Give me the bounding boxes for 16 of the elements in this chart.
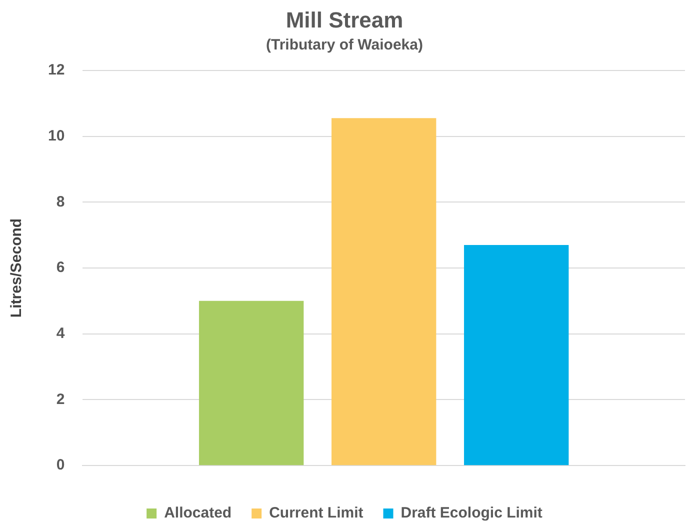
legend-label: Draft Ecologic Limit — [400, 504, 542, 522]
legend-label: Allocated — [164, 504, 232, 522]
bar — [198, 300, 304, 466]
y-tick-label: 10 — [48, 127, 65, 144]
y-tick-label: 4 — [56, 325, 66, 342]
chart-subtitle: (Tributary of Waioeka) — [266, 36, 423, 54]
bar — [332, 118, 436, 466]
legend-label: Current Limit — [269, 504, 364, 522]
y-tick-label: 8 — [56, 193, 65, 210]
y-tick-label: 2 — [56, 390, 65, 408]
y-tick-label: 0 — [56, 456, 65, 474]
y-tick-label: 6 — [56, 259, 65, 276]
y-tick-label: 12 — [48, 62, 65, 79]
chart-title: Mill Stream — [286, 7, 404, 32]
bar — [464, 244, 569, 466]
y-axis-title: Litres/Second — [8, 218, 26, 318]
